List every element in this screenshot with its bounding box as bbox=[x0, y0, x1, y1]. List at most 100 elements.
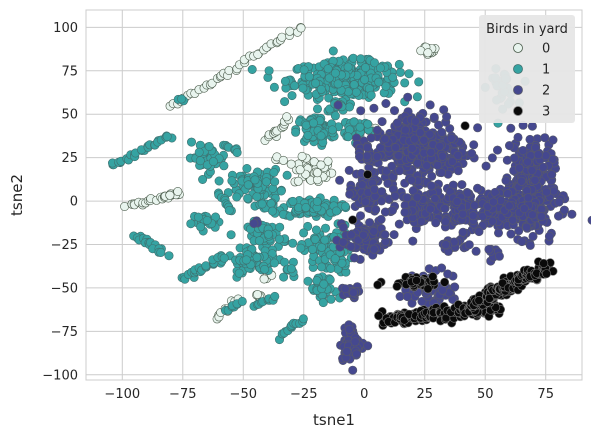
data-point bbox=[395, 166, 405, 176]
data-point bbox=[288, 238, 298, 248]
data-point bbox=[194, 147, 204, 157]
data-point bbox=[335, 175, 345, 185]
data-point bbox=[423, 48, 433, 58]
data-point bbox=[496, 196, 506, 206]
data-point bbox=[280, 76, 290, 86]
data-point bbox=[442, 112, 452, 122]
data-point bbox=[269, 258, 279, 268]
y-tick-label: −25 bbox=[51, 238, 78, 253]
data-point bbox=[494, 251, 504, 261]
data-point bbox=[282, 112, 292, 122]
data-point bbox=[426, 147, 436, 157]
data-point bbox=[394, 219, 404, 229]
data-point bbox=[431, 218, 441, 228]
data-point bbox=[403, 92, 413, 102]
data-point bbox=[504, 141, 514, 151]
data-point bbox=[519, 204, 529, 214]
data-point bbox=[186, 219, 196, 229]
data-point bbox=[525, 134, 535, 144]
data-point bbox=[488, 197, 498, 207]
data-point bbox=[356, 54, 366, 64]
data-point bbox=[411, 116, 421, 126]
data-point bbox=[487, 216, 497, 226]
data-point bbox=[267, 206, 277, 216]
data-point bbox=[219, 161, 229, 171]
data-point bbox=[437, 285, 447, 295]
data-point bbox=[458, 227, 468, 237]
data-point bbox=[440, 217, 450, 227]
data-point bbox=[224, 205, 234, 215]
data-point bbox=[162, 132, 172, 142]
data-point bbox=[414, 77, 424, 87]
data-point bbox=[425, 204, 435, 214]
data-point bbox=[380, 207, 390, 217]
data-point bbox=[355, 122, 365, 132]
data-point bbox=[365, 218, 375, 228]
data-point bbox=[298, 83, 308, 93]
data-point bbox=[402, 292, 412, 302]
data-point bbox=[423, 284, 433, 294]
data-point bbox=[541, 269, 551, 279]
data-point bbox=[425, 129, 435, 139]
data-points bbox=[108, 22, 591, 375]
data-point bbox=[435, 141, 445, 151]
data-point bbox=[320, 223, 330, 233]
y-tick-label: 100 bbox=[53, 21, 78, 36]
data-point bbox=[371, 205, 381, 215]
data-point bbox=[389, 230, 399, 240]
data-point bbox=[208, 157, 218, 167]
data-point bbox=[392, 281, 402, 291]
data-point bbox=[440, 204, 450, 214]
data-point bbox=[299, 228, 309, 238]
data-point bbox=[165, 190, 175, 200]
data-point bbox=[533, 150, 543, 160]
data-point bbox=[349, 253, 359, 263]
data-point bbox=[320, 235, 330, 245]
data-point bbox=[487, 153, 497, 163]
data-point bbox=[538, 162, 548, 172]
data-point bbox=[301, 203, 311, 213]
data-point bbox=[333, 79, 343, 89]
data-point bbox=[374, 77, 384, 87]
data-point bbox=[362, 151, 372, 161]
y-tick-label: 50 bbox=[61, 108, 78, 123]
data-point bbox=[402, 193, 412, 203]
data-point bbox=[470, 200, 480, 210]
data-point bbox=[522, 222, 532, 232]
data-point bbox=[312, 168, 322, 178]
data-point bbox=[253, 289, 263, 299]
y-tick-labels: −100 −75 −50 −25 0 25 50 75 100 bbox=[42, 21, 78, 383]
series-1 bbox=[108, 46, 530, 345]
data-point bbox=[354, 152, 364, 162]
data-point bbox=[369, 244, 379, 254]
data-point bbox=[377, 187, 387, 197]
legend: Birds in yard 0 1 2 3 bbox=[479, 15, 575, 123]
data-point bbox=[429, 112, 439, 122]
data-point bbox=[517, 237, 527, 247]
y-tick-label: −100 bbox=[42, 368, 78, 383]
data-point bbox=[340, 284, 350, 294]
data-point bbox=[350, 337, 360, 347]
data-point bbox=[257, 199, 267, 209]
data-point bbox=[467, 149, 477, 159]
data-point bbox=[241, 255, 251, 265]
data-point bbox=[344, 165, 354, 175]
data-point bbox=[554, 197, 564, 207]
data-point bbox=[506, 229, 516, 239]
data-point bbox=[549, 186, 559, 196]
data-point bbox=[369, 103, 379, 113]
data-point bbox=[430, 194, 440, 204]
data-point bbox=[342, 346, 352, 356]
data-point bbox=[308, 118, 318, 128]
data-point bbox=[316, 84, 326, 94]
data-point bbox=[214, 176, 224, 186]
data-point bbox=[303, 130, 313, 140]
data-point bbox=[198, 175, 208, 185]
data-point bbox=[513, 132, 523, 142]
data-point bbox=[211, 212, 221, 222]
legend-entry-label: 3 bbox=[542, 105, 550, 120]
data-point bbox=[422, 161, 432, 171]
data-point bbox=[539, 258, 549, 268]
data-point bbox=[411, 275, 421, 285]
